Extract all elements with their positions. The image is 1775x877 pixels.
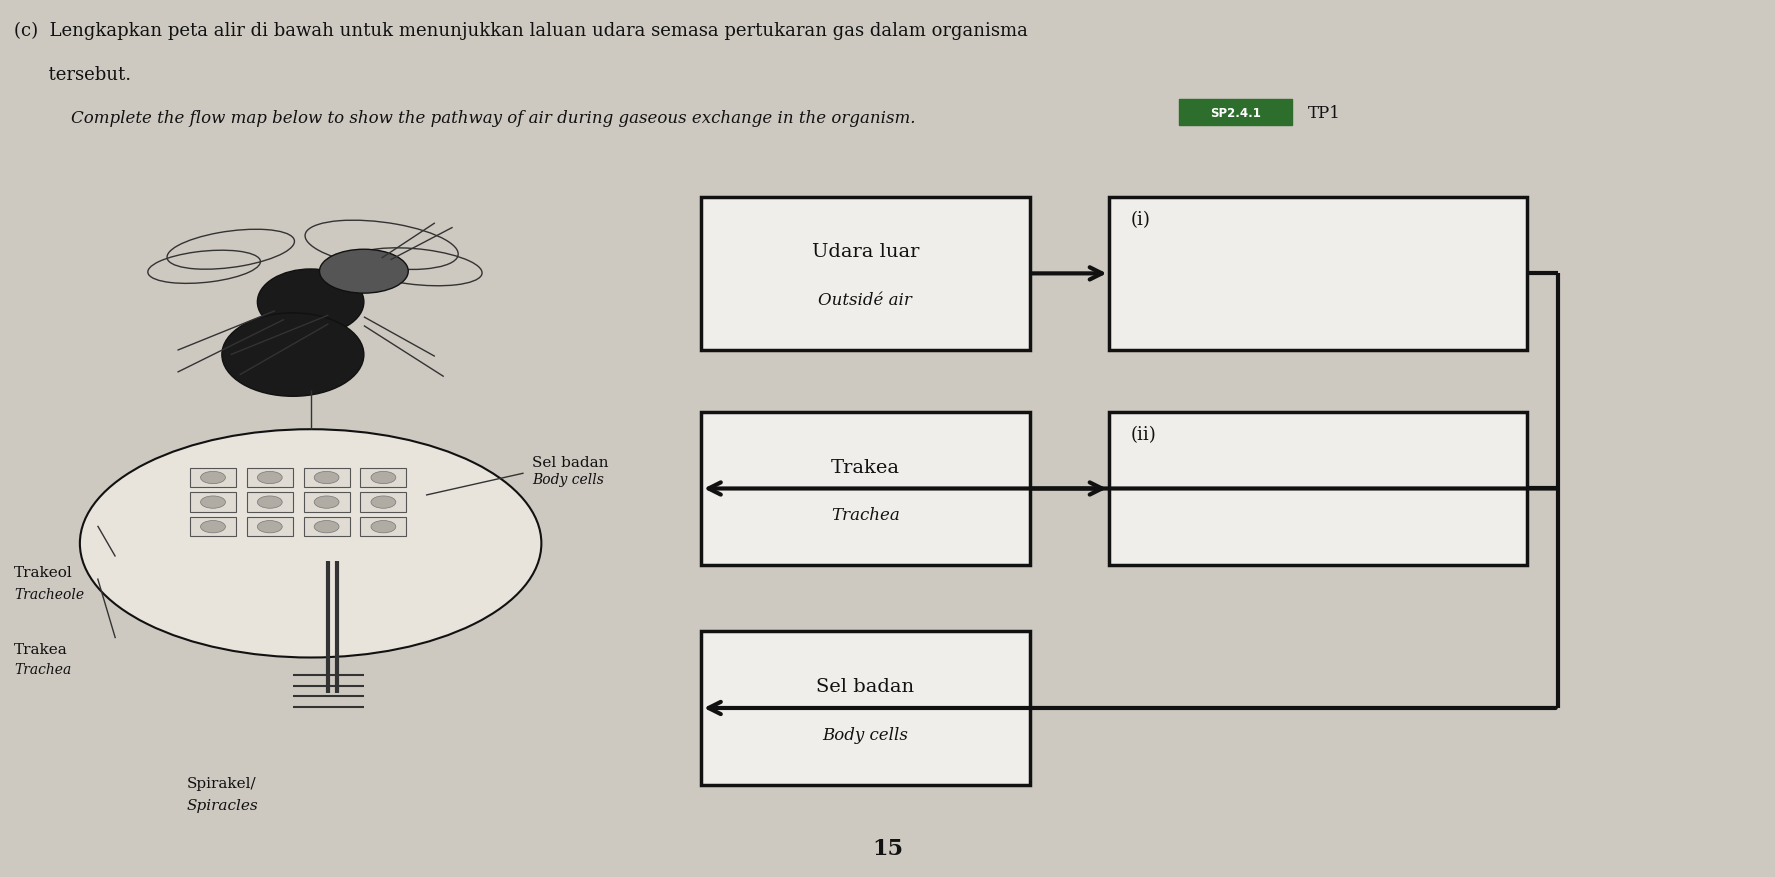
Text: Body cells: Body cells xyxy=(532,473,604,487)
Circle shape xyxy=(314,472,339,484)
Text: Spirakel/: Spirakel/ xyxy=(186,776,256,790)
Text: Trakea: Trakea xyxy=(14,642,67,656)
Text: Complete the flow map below to show the pathway of air during gaseous exchange i: Complete the flow map below to show the … xyxy=(71,110,916,126)
Circle shape xyxy=(201,472,225,484)
Text: Spiracles: Spiracles xyxy=(186,798,257,812)
Bar xyxy=(304,493,350,512)
Bar xyxy=(360,517,406,537)
Bar xyxy=(247,468,293,488)
Text: Tracheole: Tracheole xyxy=(14,588,85,602)
Circle shape xyxy=(257,472,282,484)
Text: (i): (i) xyxy=(1131,210,1150,229)
Text: Trachea: Trachea xyxy=(14,662,71,676)
Circle shape xyxy=(314,496,339,509)
Bar xyxy=(701,412,1030,566)
Text: 15: 15 xyxy=(872,838,903,859)
Text: (ii): (ii) xyxy=(1131,425,1157,444)
Ellipse shape xyxy=(257,270,364,335)
Bar xyxy=(190,517,236,537)
Circle shape xyxy=(80,430,541,658)
Text: Trakea: Trakea xyxy=(831,458,900,476)
Bar xyxy=(247,493,293,512)
Circle shape xyxy=(371,521,396,533)
Ellipse shape xyxy=(222,314,364,397)
Circle shape xyxy=(257,521,282,533)
Circle shape xyxy=(314,521,339,533)
Circle shape xyxy=(371,472,396,484)
FancyBboxPatch shape xyxy=(1179,100,1292,126)
Bar xyxy=(247,517,293,537)
Bar xyxy=(701,197,1030,351)
Circle shape xyxy=(371,496,396,509)
Text: (c)  Lengkapkan peta alir di bawah untuk menunjukkan laluan udara semasa pertuka: (c) Lengkapkan peta alir di bawah untuk … xyxy=(14,22,1028,40)
Text: Sel badan: Sel badan xyxy=(532,455,609,469)
Text: Sel badan: Sel badan xyxy=(816,677,914,695)
Bar xyxy=(304,517,350,537)
Text: Trachea: Trachea xyxy=(831,507,900,524)
Text: Trakeol: Trakeol xyxy=(14,566,73,580)
Text: SP2.4.1: SP2.4.1 xyxy=(1211,107,1260,119)
Text: TP1: TP1 xyxy=(1308,104,1342,122)
Bar xyxy=(304,468,350,488)
Text: Outsidé air: Outsidé air xyxy=(818,292,912,309)
Bar xyxy=(360,493,406,512)
Bar xyxy=(190,468,236,488)
Circle shape xyxy=(201,521,225,533)
Text: Udara luar: Udara luar xyxy=(811,243,919,261)
Text: Body cells: Body cells xyxy=(822,726,909,743)
Text: tersebut.: tersebut. xyxy=(14,66,131,84)
Bar xyxy=(360,468,406,488)
Circle shape xyxy=(201,496,225,509)
Bar xyxy=(1109,412,1526,566)
Bar xyxy=(1109,197,1526,351)
Bar xyxy=(701,631,1030,785)
Circle shape xyxy=(257,496,282,509)
Bar xyxy=(190,493,236,512)
Circle shape xyxy=(320,250,408,294)
